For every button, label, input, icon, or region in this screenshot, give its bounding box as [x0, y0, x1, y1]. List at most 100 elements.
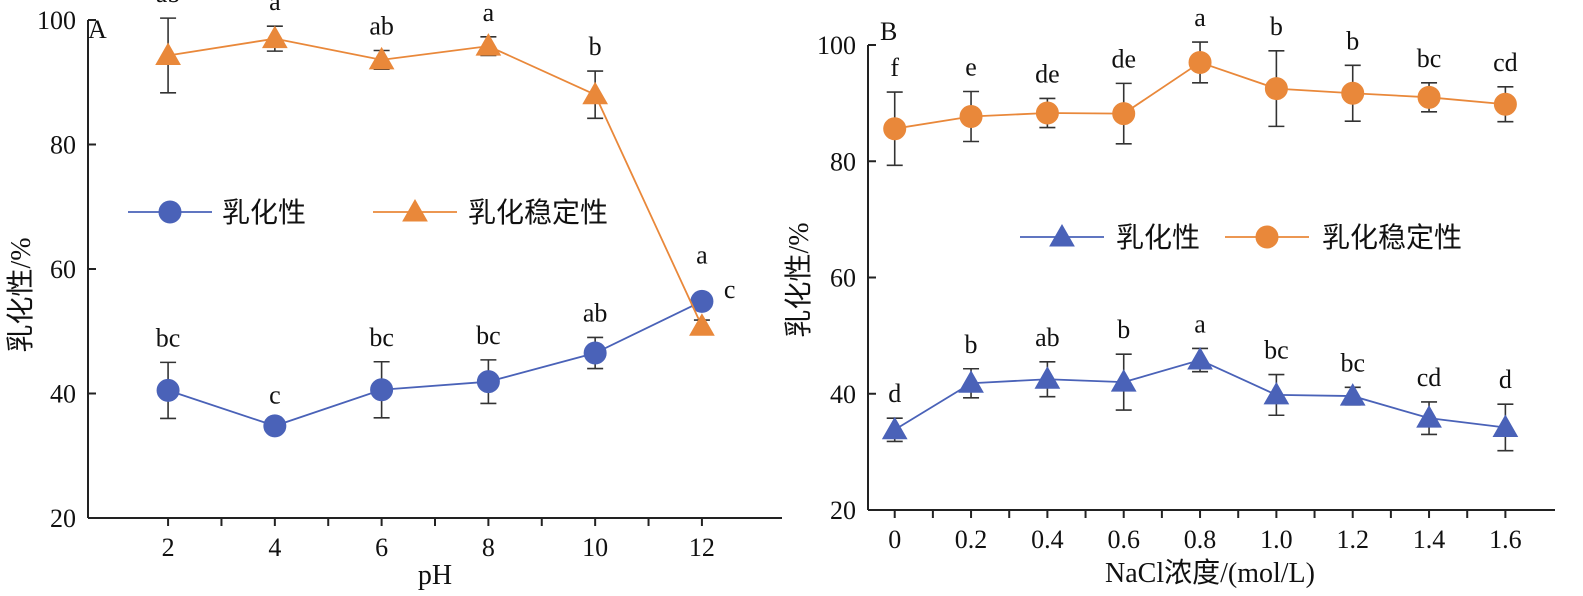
- x-axis-label: pH: [418, 560, 452, 591]
- data-point: [689, 313, 715, 336]
- legend-item-0: 乳化性: [1020, 221, 1200, 254]
- x-axis-label: NaCl浓度/(mol/L): [1105, 557, 1315, 589]
- y-tick-label: 40: [50, 380, 76, 409]
- data-point: [1034, 366, 1061, 389]
- x-tick-label: 0.4: [1031, 525, 1064, 554]
- data-point: [959, 104, 983, 128]
- data-point: [476, 370, 500, 394]
- data-point: [1264, 77, 1288, 101]
- significance-label: ab: [1035, 323, 1060, 352]
- significance-label: b: [589, 32, 602, 61]
- significance-label: de: [1035, 59, 1060, 88]
- significance-label: ab: [156, 0, 181, 8]
- y-axis-label: 乳化性/%: [5, 237, 37, 352]
- y-tick-label: 60: [50, 255, 76, 284]
- x-tick-label: 0.8: [1184, 525, 1217, 554]
- data-point: [1339, 383, 1366, 406]
- significance-label: bc: [369, 323, 394, 352]
- data-point: [1493, 92, 1517, 116]
- data-point: [155, 42, 181, 65]
- y-tick-label: 20: [830, 496, 856, 525]
- data-point: [1112, 102, 1136, 126]
- x-tick-label: 0: [888, 525, 901, 554]
- significance-label: b: [1346, 26, 1359, 55]
- significance-label: b: [965, 330, 978, 359]
- significance-label: bc: [156, 323, 181, 352]
- x-tick-label: 10: [582, 533, 608, 562]
- x-tick-label: 1.2: [1336, 525, 1369, 554]
- data-point: [958, 370, 984, 393]
- data-point: [368, 46, 395, 70]
- data-point: [1110, 369, 1137, 392]
- data-point: [370, 378, 394, 402]
- data-point: [1492, 414, 1519, 437]
- chart-panel-b: 20 40 60 80 100 0 0.2 0.4 0.6 0.8 1.0 1.2 1.4 1.6 NaCl…: [783, 3, 1555, 589]
- significance-label: a: [696, 240, 708, 269]
- significance-label: c: [269, 381, 281, 410]
- significance-label: cd: [1417, 363, 1442, 392]
- legend-marker: [1255, 225, 1279, 249]
- x-tick-label: 4: [268, 533, 281, 562]
- significance-label: b: [1270, 12, 1283, 41]
- series-1: f e de de a b b bc cd: [883, 3, 1518, 167]
- legend-label: 乳化性: [1116, 221, 1200, 254]
- data-point: [1416, 405, 1442, 428]
- legend-item-1: 乳化稳定性: [1225, 221, 1462, 254]
- significance-label: bc: [1417, 44, 1442, 73]
- series-0: bc c bc bc ab a: [156, 240, 714, 438]
- significance-label: b: [1117, 315, 1130, 344]
- series-line: [167, 37, 703, 327]
- data-point: [583, 341, 607, 365]
- panel-letter: B: [880, 17, 897, 46]
- data-point: [582, 81, 609, 105]
- significance-label: e: [965, 53, 977, 82]
- x-tick-label: 0.2: [955, 525, 988, 554]
- significance-label: a: [1194, 309, 1206, 338]
- legend-marker: [1049, 223, 1075, 247]
- data-point: [883, 117, 907, 141]
- data-point: [1263, 381, 1290, 405]
- legend-item-0: 乳化性: [128, 196, 306, 229]
- legend-marker: [402, 198, 428, 222]
- x-tick-label: 0.6: [1107, 525, 1140, 554]
- x-tick-label: 12: [689, 533, 715, 562]
- legend-label: 乳化稳定性: [1322, 221, 1462, 254]
- y-tick-label: 100: [37, 6, 76, 35]
- significance-label: c: [724, 275, 736, 304]
- legend-marker: [158, 200, 182, 224]
- significance-label: de: [1111, 44, 1136, 73]
- series-line: [167, 300, 703, 427]
- x-tick-label: 1.6: [1489, 525, 1522, 554]
- y-tick-label: 80: [50, 131, 76, 160]
- significance-label: a: [483, 0, 495, 27]
- data-point: [261, 25, 288, 49]
- x-tick-label: 1.0: [1260, 525, 1293, 554]
- data-point: [881, 416, 908, 440]
- x-tick-label: 6: [375, 533, 388, 562]
- data-point: [475, 33, 502, 56]
- y-tick-label: 20: [50, 504, 76, 533]
- significance-label: cd: [1493, 48, 1518, 77]
- legend-label: 乳化性: [222, 196, 306, 229]
- significance-label: d: [888, 379, 901, 408]
- data-point: [1035, 101, 1059, 125]
- significance-label: ab: [583, 298, 608, 327]
- significance-label: d: [1499, 365, 1512, 394]
- significance-label: f: [890, 53, 899, 82]
- x-tick-label: 1.4: [1413, 525, 1446, 554]
- significance-label: ab: [369, 12, 394, 41]
- x-tick-label: 8: [482, 533, 495, 562]
- legend-label: 乳化稳定性: [468, 196, 608, 229]
- x-tick-label: 2: [162, 533, 175, 562]
- data-point: [1341, 81, 1365, 105]
- panel-letter: A: [88, 15, 107, 44]
- significance-label: bc: [476, 321, 501, 350]
- y-tick-label: 80: [830, 147, 856, 176]
- y-tick-label: 60: [830, 264, 856, 293]
- series-1: abaababc: [155, 0, 736, 336]
- significance-label: bc: [1264, 336, 1289, 365]
- data-point: [1187, 347, 1213, 370]
- series-0: d b ab b a bc bc cd d: [881, 309, 1519, 452]
- significance-label: a: [269, 0, 281, 16]
